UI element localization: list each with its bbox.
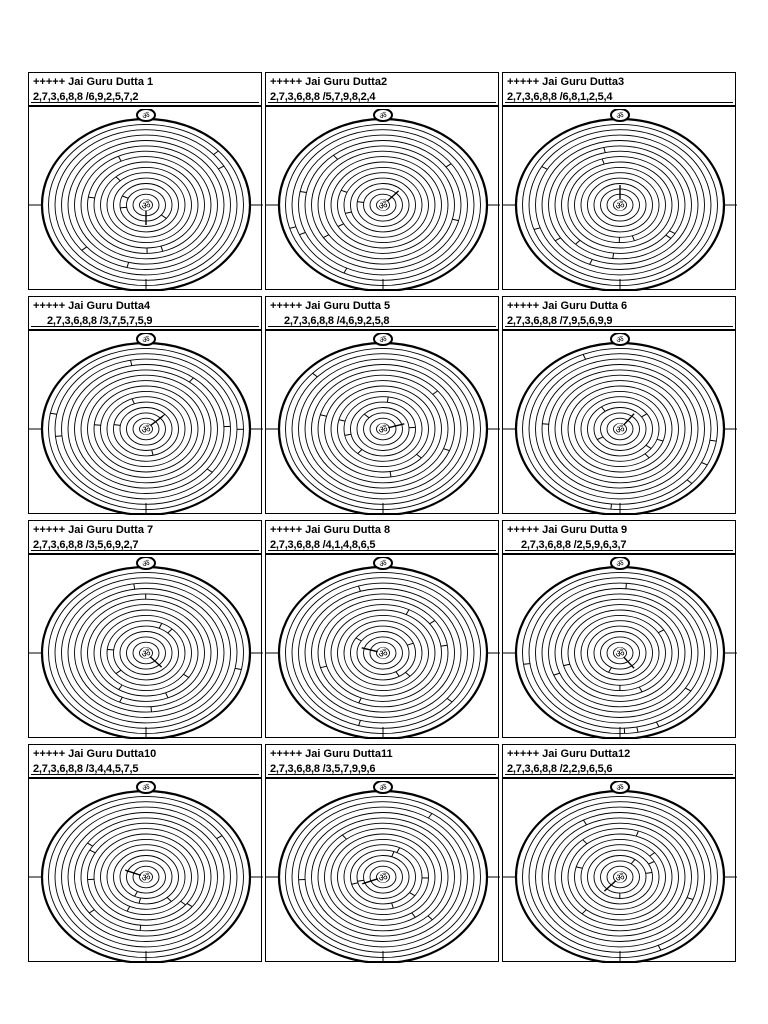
svg-text:ॐ: ॐ [141, 424, 150, 436]
maze-card: +++++ Jai Guru Dutta 9 2,7,3,6,8,8 /2,5,9… [502, 520, 737, 739]
svg-text:ॐ: ॐ [379, 336, 386, 345]
svg-text:ॐ: ॐ [142, 560, 149, 569]
card-code: 2,7,3,6,8,8 /5,7,9,8,2,4 [270, 91, 376, 103]
maze-card: +++++ Jai Guru Dutta12 2,7,3,6,8,8 /2,2,9… [502, 744, 737, 963]
card-code: 2,7,3,6,8,8 /6,9,2,5,7,2 [33, 91, 139, 103]
card-header: +++++ Jai Guru Dutta4 2,7,3,6,8,8 /3,7,5,… [29, 297, 261, 331]
maze-card: +++++ Jai Guru Dutta2 2,7,3,6,8,8 /5,7,9,… [265, 72, 500, 291]
card-code: 2,7,3,6,8,8 /7,9,5,6,9,9 [507, 315, 613, 327]
svg-text:ॐ: ॐ [378, 872, 387, 884]
svg-text:ॐ: ॐ [616, 560, 623, 569]
card-title: +++++ Jai Guru Dutta 7 [33, 524, 154, 536]
maze-card: +++++ Jai Guru Dutta 6 2,7,3,6,8,8 /7,9,5… [502, 296, 737, 515]
svg-text:ॐ: ॐ [141, 648, 150, 660]
maze-card: +++++ Jai Guru Dutta 5 2,7,3,6,8,8 /4,6,9… [265, 296, 500, 515]
svg-text:ॐ: ॐ [141, 200, 150, 212]
card-code: 2,7,3,6,8,8 /3,7,5,7,5,9 [47, 315, 153, 327]
svg-text:ॐ: ॐ [378, 424, 387, 436]
card-title: +++++ Jai Guru Dutta2 [270, 76, 388, 88]
maze-card: +++++ Jai Guru Dutta11 2,7,3,6,8,8 /3,5,7… [265, 744, 500, 963]
card-code: 2,7,3,6,8,8 /2,2,9,6,5,6 [507, 763, 613, 775]
card-code: 2,7,3,6,8,8 /2,5,9,6,3,7 [521, 539, 627, 551]
svg-text:ॐ: ॐ [615, 200, 624, 212]
maze-card: +++++ Jai Guru Dutta 1 2,7,3,6,8,8 /6,9,2… [28, 72, 263, 291]
card-title: +++++ Jai Guru Dutta 5 [270, 300, 391, 312]
card-header: +++++ Jai Guru Dutta 8 2,7,3,6,8,8 /4,1,4… [266, 521, 498, 555]
card-header: +++++ Jai Guru Dutta12 2,7,3,6,8,8 /2,2,9… [503, 745, 735, 779]
card-header: +++++ Jai Guru Dutta 9 2,7,3,6,8,8 /2,5,9… [503, 521, 735, 555]
card-header: +++++ Jai Guru Dutta 7 2,7,3,6,8,8 /3,5,6… [29, 521, 261, 555]
svg-text:ॐ: ॐ [616, 784, 623, 793]
card-code: 2,7,3,6,8,8 /4,6,9,2,5,8 [284, 315, 390, 327]
svg-text:ॐ: ॐ [616, 112, 623, 121]
svg-text:ॐ: ॐ [379, 784, 386, 793]
card-header: +++++ Jai Guru Dutta 1 2,7,3,6,8,8 /6,9,2… [29, 73, 261, 107]
card-header: +++++ Jai Guru Dutta 6 2,7,3,6,8,8 /7,9,5… [503, 297, 735, 331]
card-title: +++++ Jai Guru Dutta12 [507, 748, 631, 760]
card-header: +++++ Jai Guru Dutta 5 2,7,3,6,8,8 /4,6,9… [266, 297, 498, 331]
maze-sheet: +++++ Jai Guru Dutta 1 2,7,3,6,8,8 /6,9,2… [28, 72, 737, 963]
svg-text:ॐ: ॐ [615, 648, 624, 660]
card-code: 2,7,3,6,8,8 /3,5,6,9,2,7 [33, 539, 139, 551]
svg-text:ॐ: ॐ [615, 872, 624, 884]
svg-text:ॐ: ॐ [141, 872, 150, 884]
card-code: 2,7,3,6,8,8 /3,5,7,9,9,6 [270, 763, 376, 775]
card-header: +++++ Jai Guru Dutta2 2,7,3,6,8,8 /5,7,9,… [266, 73, 498, 107]
card-title: +++++ Jai Guru Dutta11 [270, 748, 393, 760]
svg-text:ॐ: ॐ [378, 648, 387, 660]
svg-text:ॐ: ॐ [142, 336, 149, 345]
card-title: +++++ Jai Guru Dutta 1 [33, 76, 154, 88]
svg-text:ॐ: ॐ [142, 112, 149, 121]
svg-text:ॐ: ॐ [379, 560, 386, 569]
card-title: +++++ Jai Guru Dutta3 [507, 76, 625, 88]
card-header: +++++ Jai Guru Dutta10 2,7,3,6,8,8 /3,4,4… [29, 745, 261, 779]
maze-card: +++++ Jai Guru Dutta3 2,7,3,6,8,8 /6,8,1,… [502, 72, 737, 291]
maze-card: +++++ Jai Guru Dutta 8 2,7,3,6,8,8 /4,1,4… [265, 520, 500, 739]
maze-card: +++++ Jai Guru Dutta4 2,7,3,6,8,8 /3,7,5,… [28, 296, 263, 515]
card-title: +++++ Jai Guru Dutta4 [33, 300, 151, 312]
card-header: +++++ Jai Guru Dutta3 2,7,3,6,8,8 /6,8,1,… [503, 73, 735, 107]
card-title: +++++ Jai Guru Dutta 8 [270, 524, 391, 536]
card-title: +++++ Jai Guru Dutta 9 [507, 524, 628, 536]
card-code: 2,7,3,6,8,8 /6,8,1,2,5,4 [507, 91, 613, 103]
card-title: +++++ Jai Guru Dutta10 [33, 748, 157, 760]
maze-card: +++++ Jai Guru Dutta10 2,7,3,6,8,8 /3,4,4… [28, 744, 263, 963]
maze-card: +++++ Jai Guru Dutta 7 2,7,3,6,8,8 /3,5,6… [28, 520, 263, 739]
svg-text:ॐ: ॐ [379, 112, 386, 121]
svg-text:ॐ: ॐ [615, 424, 624, 436]
svg-text:ॐ: ॐ [142, 784, 149, 793]
card-code: 2,7,3,6,8,8 /4,1,4,8,6,5 [270, 539, 376, 551]
svg-text:ॐ: ॐ [616, 336, 623, 345]
svg-text:ॐ: ॐ [378, 200, 387, 212]
card-code: 2,7,3,6,8,8 /3,4,4,5,7,5 [33, 763, 139, 775]
card-title: +++++ Jai Guru Dutta 6 [507, 300, 628, 312]
card-header: +++++ Jai Guru Dutta11 2,7,3,6,8,8 /3,5,7… [266, 745, 498, 779]
